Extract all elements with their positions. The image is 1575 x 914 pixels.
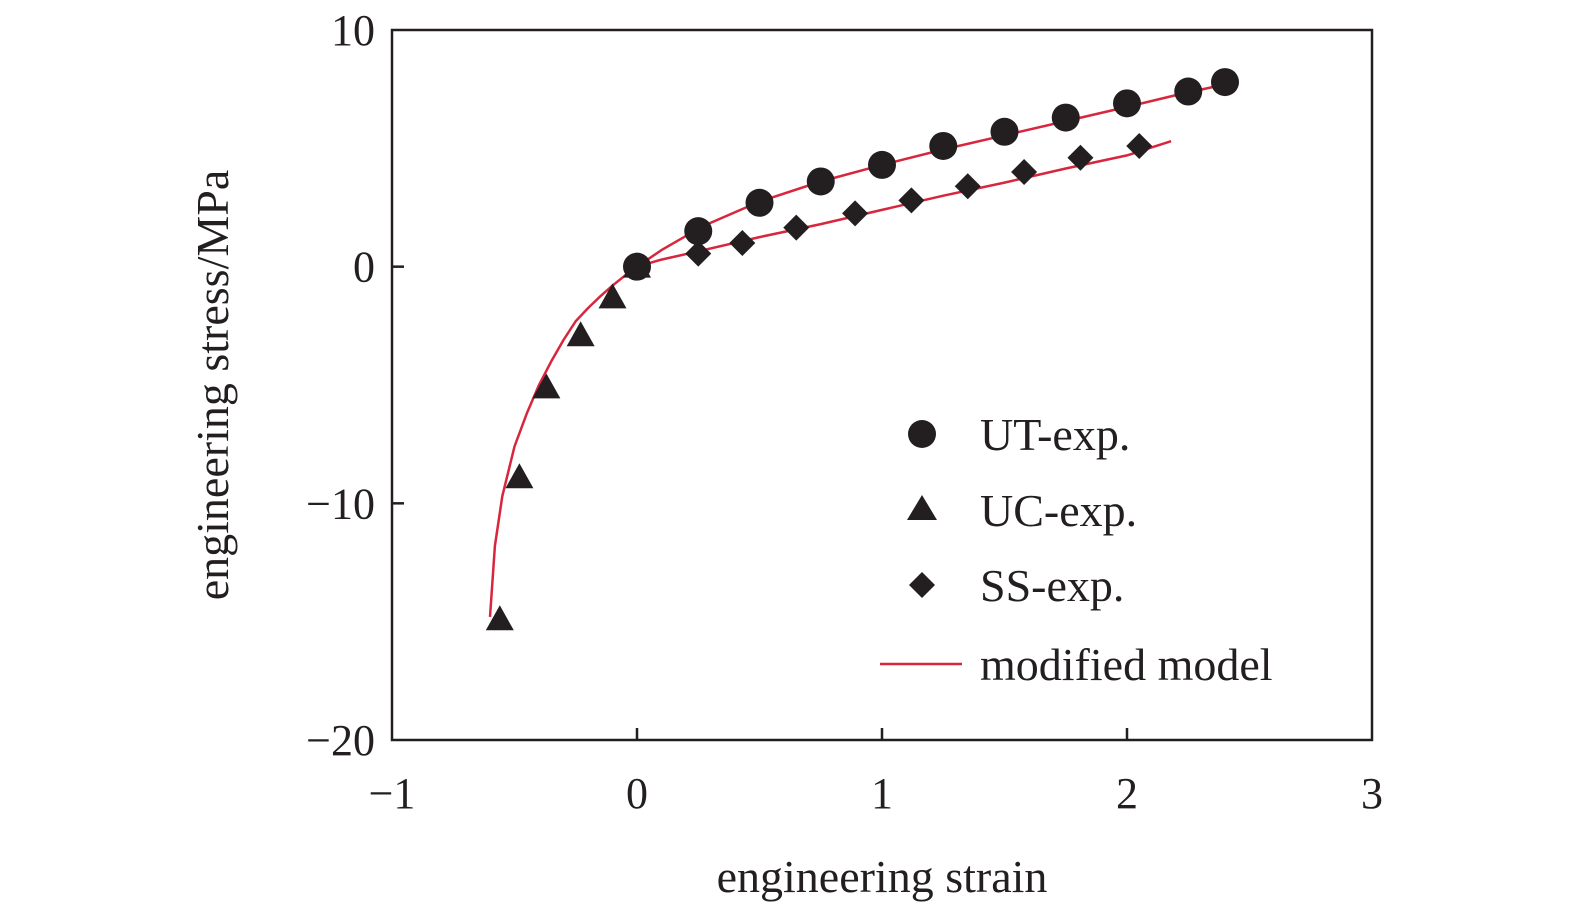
ut-point <box>990 117 1019 146</box>
ss-point <box>783 214 810 241</box>
ut-point <box>868 150 896 179</box>
legend-ss-label: SS-exp. <box>980 560 1124 611</box>
ss-point <box>842 200 869 227</box>
ss-point <box>1067 144 1094 171</box>
uc-point <box>623 252 651 278</box>
x-tick-label: 2 <box>1116 769 1138 818</box>
ss-point <box>954 173 981 200</box>
legend: UT-exp. UC-exp. SS-exp. modified model <box>880 409 1273 690</box>
ss-point <box>1126 132 1153 159</box>
ut-point <box>1113 89 1141 118</box>
legend-uc-marker <box>907 495 937 520</box>
ut-point <box>684 217 713 246</box>
ut-point <box>1174 77 1203 106</box>
ut-point <box>929 131 958 160</box>
ss-point <box>898 187 925 214</box>
y-tick-label: 0 <box>353 243 375 292</box>
legend-ut-label: UT-exp. <box>980 409 1130 460</box>
y-tick-label: 10 <box>331 6 375 55</box>
model-curves <box>488 83 1226 617</box>
x-tick-label: −1 <box>369 769 416 818</box>
ut-point <box>1051 103 1080 132</box>
legend-ut-marker <box>908 420 936 448</box>
x-tick-label: 1 <box>871 769 893 818</box>
ut-point <box>806 167 835 196</box>
model-curve <box>488 83 1226 617</box>
uc-point <box>505 463 534 489</box>
ss-point <box>1011 159 1038 185</box>
legend-uc-label: UC-exp. <box>980 485 1137 536</box>
x-tick-label: 3 <box>1361 769 1383 818</box>
legend-ss-marker <box>909 572 935 598</box>
uc-point <box>532 373 561 399</box>
ut-point <box>745 188 774 217</box>
legend-model-label: modified model <box>980 639 1273 690</box>
y-tick-label: −20 <box>306 716 375 765</box>
y-axis-title: engineering stress/MPa <box>187 170 238 601</box>
uc-point <box>485 605 514 631</box>
y-tick-label: −10 <box>306 479 375 528</box>
uc-point <box>598 283 627 309</box>
x-axis-title: engineering strain <box>717 851 1048 902</box>
ss-point <box>685 240 712 267</box>
ss-point <box>729 230 756 256</box>
uc-point <box>566 321 595 347</box>
ut-point <box>1211 68 1239 97</box>
x-tick-label: 0 <box>626 769 648 818</box>
data-markers <box>485 68 1239 631</box>
